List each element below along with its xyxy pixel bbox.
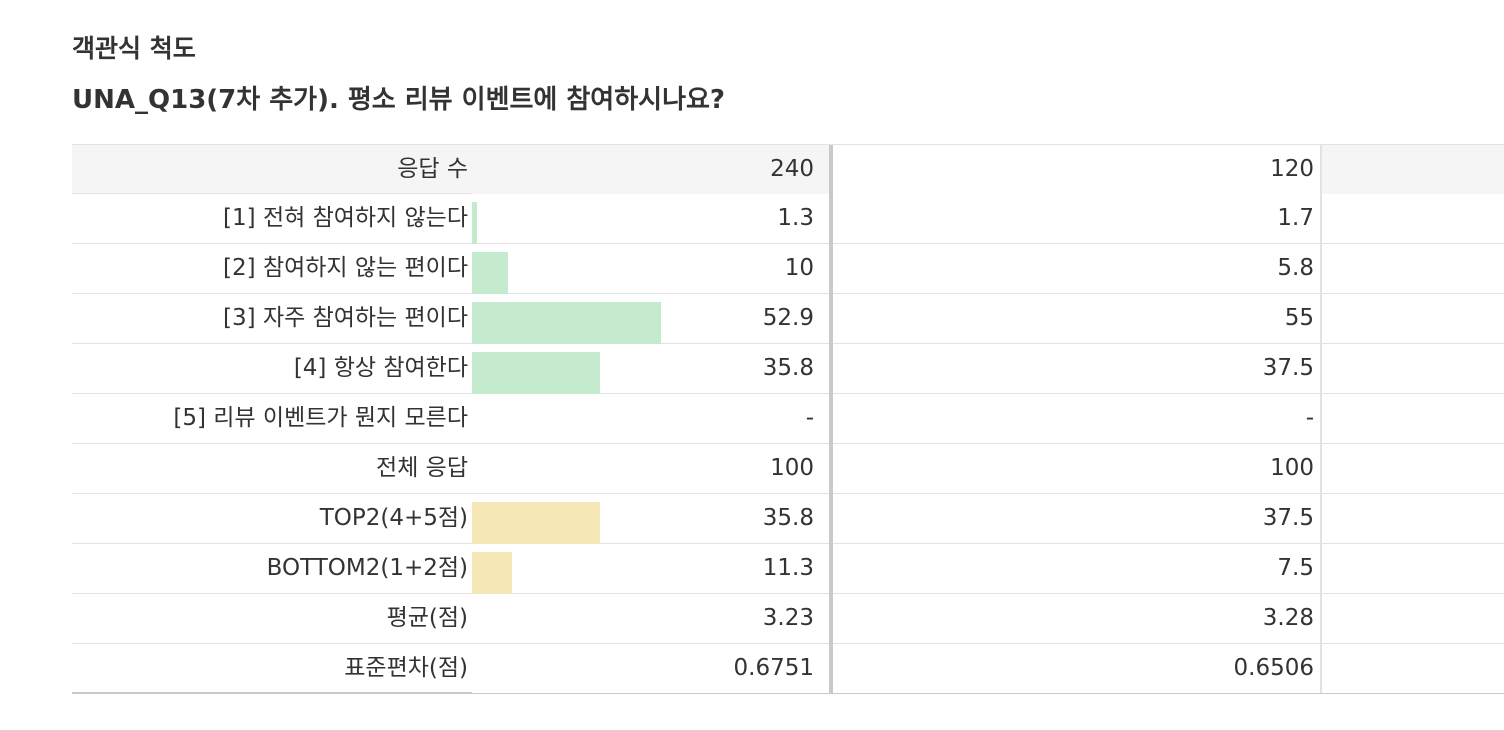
column-separator — [829, 145, 833, 195]
row-label: 표준편차(점) — [344, 655, 468, 681]
row-label: [4] 항상 참여한다 — [293, 355, 468, 381]
value-col2: - — [1305, 405, 1314, 431]
value-col2: 0.6506 — [1233, 655, 1314, 681]
column-separator — [829, 644, 833, 694]
column-3 — [1322, 394, 1504, 443]
column-2: 37.5 — [833, 494, 1322, 543]
table-row: [1] 전혀 참여하지 않는다 1.3 1.7 — [72, 194, 1504, 244]
table-row: [5] 리뷰 이벤트가 뭔지 모른다 - - — [72, 394, 1504, 444]
bar-area — [472, 194, 830, 244]
value-col2: 55 — [1284, 305, 1314, 331]
column-3 — [1322, 244, 1504, 293]
column-2: 5.8 — [833, 244, 1322, 293]
value-total: 100 — [770, 455, 814, 481]
table-row: 평균(점) 3.23 3.28 — [72, 594, 1504, 644]
table-row: 표준편차(점) 0.6751 0.6506 — [72, 644, 1504, 694]
percentage-bar — [472, 302, 662, 344]
table-row: 전체 응답 100 100 — [72, 444, 1504, 494]
bar-area — [472, 594, 830, 643]
row-label: [2] 참여하지 않는 편이다 — [223, 255, 468, 281]
value-total: 35.8 — [762, 355, 814, 381]
value-col2: 37.5 — [1262, 505, 1314, 531]
column-2: 37.5 — [833, 344, 1322, 393]
column-3 — [1322, 194, 1504, 243]
bar-area — [472, 294, 830, 344]
column-3 — [1322, 145, 1504, 194]
column-separator — [829, 294, 833, 344]
column-2: - — [833, 394, 1322, 443]
column-3 — [1322, 494, 1504, 543]
value-col2: 1.7 — [1277, 205, 1314, 231]
value-col2: 37.5 — [1262, 355, 1314, 381]
bar-area — [472, 394, 830, 443]
column-separator — [829, 444, 833, 494]
header-label: 응답 수 — [397, 156, 468, 182]
percentage-bar — [472, 202, 477, 244]
row-label: TOP2(4+5점) — [319, 505, 468, 531]
value-total: 35.8 — [762, 505, 814, 531]
column-separator — [829, 244, 833, 294]
column-separator — [829, 544, 833, 594]
value-total: - — [805, 405, 814, 431]
percentage-bar — [472, 352, 601, 394]
column-3 — [1322, 344, 1504, 393]
table-row: [2] 참여하지 않는 편이다 10 5.8 — [72, 244, 1504, 294]
bar-area — [472, 444, 830, 493]
column-separator — [829, 344, 833, 394]
bar-area — [472, 494, 830, 544]
percentage-bar — [472, 502, 601, 544]
column-3 — [1322, 294, 1504, 343]
column-separator — [829, 394, 833, 444]
value-col2: 3.28 — [1262, 605, 1314, 631]
value-col2: 7.5 — [1277, 555, 1314, 581]
column-2: 1.7 — [833, 194, 1322, 243]
table-row: TOP2(4+5점) 35.8 37.5 — [72, 494, 1504, 544]
row-label: [1] 전혀 참여하지 않는다 — [223, 205, 468, 231]
row-label: [3] 자주 참여하는 편이다 — [223, 305, 468, 331]
column-separator — [829, 194, 833, 244]
column-2: 120 — [833, 145, 1322, 194]
value-col2: 5.8 — [1277, 255, 1314, 281]
table-row: BOTTOM2(1+2점) 11.3 7.5 — [72, 544, 1504, 594]
table-row: [4] 항상 참여한다 35.8 37.5 — [72, 344, 1504, 394]
bar-area — [472, 544, 830, 594]
column-2: 55 — [833, 294, 1322, 343]
column-2: 7.5 — [833, 544, 1322, 593]
bar-area — [472, 145, 830, 194]
value-total: 11.3 — [762, 555, 814, 581]
bar-area — [472, 644, 830, 693]
column-2: 100 — [833, 444, 1322, 493]
column-separator — [829, 494, 833, 544]
value-total: 1.3 — [777, 205, 814, 231]
row-label: BOTTOM2(1+2점) — [266, 555, 468, 581]
row-label: 전체 응답 — [376, 455, 468, 481]
value-total: 52.9 — [762, 305, 814, 331]
column-separator — [829, 594, 833, 644]
column-3 — [1322, 544, 1504, 593]
value-total: 10 — [784, 255, 814, 281]
question-title: UNA_Q13(7차 추가). 평소 리뷰 이벤트에 참여하시나요? — [72, 85, 725, 115]
bar-area — [472, 344, 830, 394]
header-count-col2: 120 — [1270, 156, 1314, 182]
column-3 — [1322, 444, 1504, 493]
column-2: 0.6506 — [833, 644, 1322, 693]
column-3 — [1322, 644, 1504, 693]
percentage-bar — [472, 252, 508, 294]
bar-area — [472, 244, 830, 294]
value-total: 0.6751 — [733, 655, 814, 681]
section-title: 객관식 척도 — [72, 34, 196, 63]
row-label: [5] 리뷰 이벤트가 뭔지 모른다 — [173, 405, 468, 431]
row-label: 평균(점) — [386, 605, 468, 631]
value-col2: 100 — [1270, 455, 1314, 481]
percentage-bar — [472, 552, 513, 594]
value-total: 3.23 — [762, 605, 814, 631]
results-table: 응답 수 240 120 [1] 전혀 참여하지 않는다 1.3 1.7 [2] 참여… — [72, 144, 1504, 694]
table-row: [3] 자주 참여하는 편이다 52.9 55 — [72, 294, 1504, 344]
table-header-row: 응답 수 240 120 — [72, 144, 1504, 195]
column-2: 3.28 — [833, 594, 1322, 643]
header-count-total: 240 — [770, 156, 814, 182]
column-3 — [1322, 594, 1504, 643]
